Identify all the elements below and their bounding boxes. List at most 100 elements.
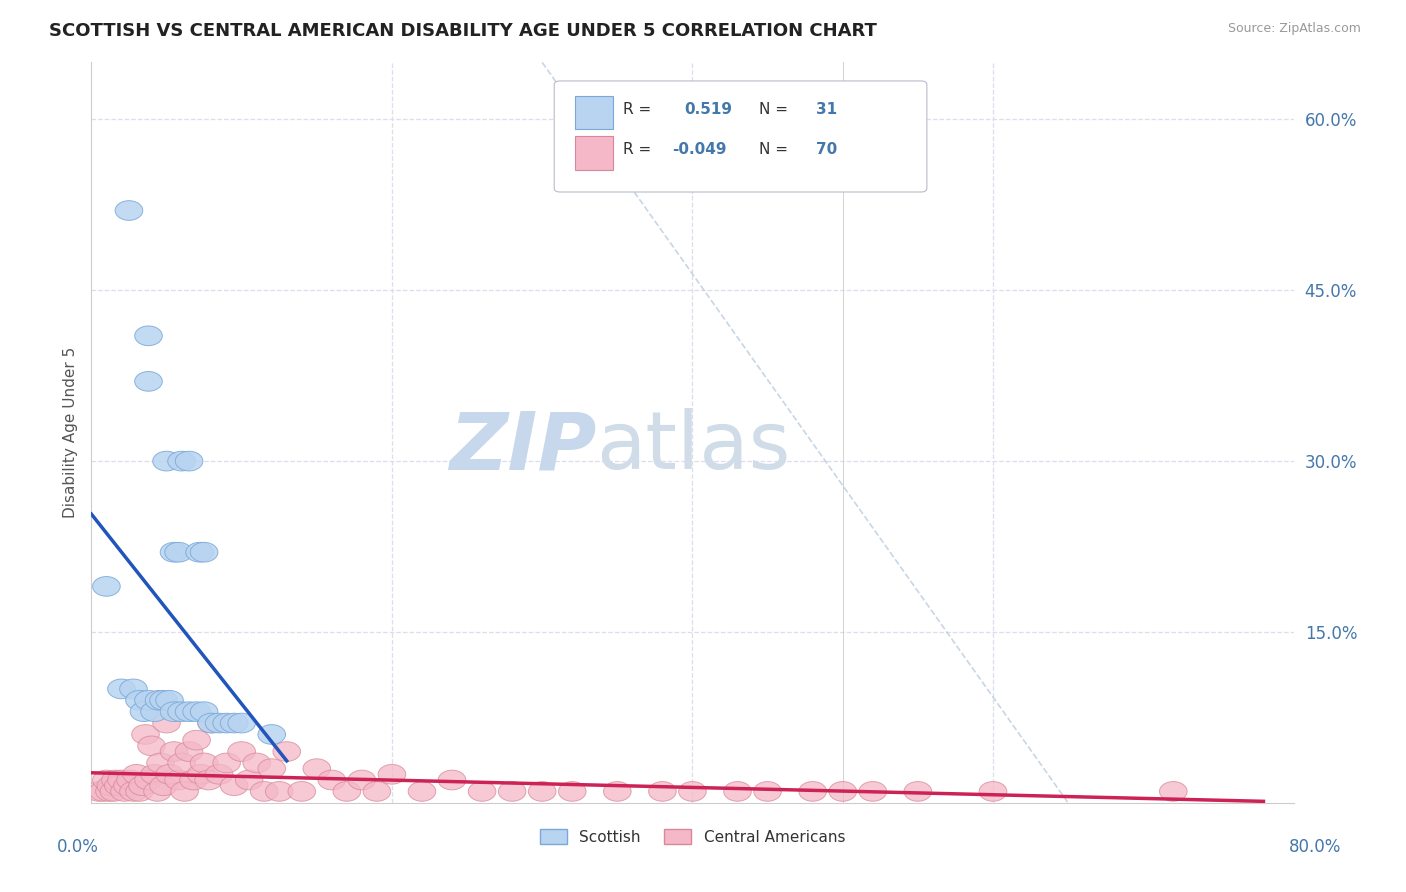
Ellipse shape — [198, 714, 225, 733]
Ellipse shape — [170, 781, 198, 801]
Text: 31: 31 — [817, 102, 838, 117]
Ellipse shape — [125, 781, 153, 801]
Ellipse shape — [141, 764, 169, 784]
Ellipse shape — [96, 781, 124, 801]
Ellipse shape — [859, 781, 887, 801]
Ellipse shape — [190, 702, 218, 722]
Ellipse shape — [205, 764, 233, 784]
Ellipse shape — [235, 770, 263, 789]
Ellipse shape — [183, 702, 211, 722]
Ellipse shape — [363, 781, 391, 801]
Ellipse shape — [257, 759, 285, 779]
Text: ZIP: ZIP — [449, 409, 596, 486]
Ellipse shape — [190, 542, 218, 562]
Ellipse shape — [498, 781, 526, 801]
Ellipse shape — [146, 753, 174, 772]
Text: atlas: atlas — [596, 409, 790, 486]
Ellipse shape — [288, 781, 315, 801]
Ellipse shape — [120, 679, 148, 698]
Ellipse shape — [153, 451, 180, 471]
Ellipse shape — [167, 451, 195, 471]
Ellipse shape — [115, 201, 143, 220]
Ellipse shape — [104, 776, 132, 796]
Ellipse shape — [160, 702, 188, 722]
Ellipse shape — [145, 690, 173, 710]
Ellipse shape — [125, 690, 153, 710]
Ellipse shape — [558, 781, 586, 801]
Ellipse shape — [228, 714, 256, 733]
Ellipse shape — [221, 776, 247, 796]
Ellipse shape — [243, 753, 270, 772]
Ellipse shape — [156, 690, 183, 710]
Text: -0.049: -0.049 — [672, 143, 727, 157]
Ellipse shape — [205, 714, 233, 733]
Ellipse shape — [648, 781, 676, 801]
Ellipse shape — [153, 714, 180, 733]
Ellipse shape — [468, 781, 496, 801]
Ellipse shape — [122, 764, 150, 784]
Ellipse shape — [679, 781, 706, 801]
Ellipse shape — [149, 690, 177, 710]
Ellipse shape — [378, 764, 406, 784]
Ellipse shape — [160, 742, 188, 762]
Ellipse shape — [165, 770, 193, 789]
Ellipse shape — [408, 781, 436, 801]
Text: SCOTTISH VS CENTRAL AMERICAN DISABILITY AGE UNDER 5 CORRELATION CHART: SCOTTISH VS CENTRAL AMERICAN DISABILITY … — [49, 22, 877, 40]
Ellipse shape — [904, 781, 932, 801]
Ellipse shape — [138, 736, 166, 756]
Ellipse shape — [117, 770, 145, 789]
Ellipse shape — [120, 781, 148, 801]
Ellipse shape — [100, 781, 128, 801]
Text: R =: R = — [623, 102, 651, 117]
Ellipse shape — [167, 753, 195, 772]
FancyBboxPatch shape — [575, 136, 613, 169]
Ellipse shape — [135, 372, 162, 392]
Ellipse shape — [212, 753, 240, 772]
Ellipse shape — [111, 781, 138, 801]
Ellipse shape — [93, 770, 121, 789]
Y-axis label: Disability Age Under 5: Disability Age Under 5 — [62, 347, 77, 518]
Ellipse shape — [190, 753, 218, 772]
Ellipse shape — [176, 451, 202, 471]
Ellipse shape — [108, 679, 135, 698]
Ellipse shape — [86, 781, 112, 801]
Text: 80.0%: 80.0% — [1288, 838, 1341, 855]
Ellipse shape — [349, 770, 375, 789]
Ellipse shape — [101, 770, 129, 789]
Ellipse shape — [333, 781, 361, 801]
Text: 0.519: 0.519 — [685, 102, 733, 117]
Ellipse shape — [141, 702, 169, 722]
Legend: Scottish, Central Americans: Scottish, Central Americans — [534, 822, 851, 851]
Ellipse shape — [180, 770, 207, 789]
Text: Source: ZipAtlas.com: Source: ZipAtlas.com — [1227, 22, 1361, 36]
Ellipse shape — [187, 764, 215, 784]
Ellipse shape — [529, 781, 555, 801]
Ellipse shape — [176, 702, 202, 722]
Ellipse shape — [143, 781, 172, 801]
Ellipse shape — [160, 542, 188, 562]
Ellipse shape — [93, 576, 121, 596]
Ellipse shape — [830, 781, 856, 801]
Ellipse shape — [149, 776, 177, 796]
FancyBboxPatch shape — [575, 95, 613, 129]
Ellipse shape — [979, 781, 1007, 801]
Ellipse shape — [198, 714, 225, 733]
Ellipse shape — [167, 702, 195, 722]
Ellipse shape — [135, 690, 162, 710]
Text: 70: 70 — [817, 143, 838, 157]
Text: 0.0%: 0.0% — [56, 838, 98, 855]
Ellipse shape — [195, 770, 222, 789]
Ellipse shape — [724, 781, 751, 801]
FancyBboxPatch shape — [554, 81, 927, 192]
Ellipse shape — [302, 759, 330, 779]
Ellipse shape — [266, 781, 292, 801]
Ellipse shape — [250, 781, 278, 801]
Ellipse shape — [228, 742, 256, 762]
Ellipse shape — [176, 742, 202, 762]
Ellipse shape — [97, 776, 125, 796]
Ellipse shape — [131, 702, 157, 722]
Ellipse shape — [754, 781, 782, 801]
Ellipse shape — [183, 731, 211, 750]
Ellipse shape — [165, 542, 193, 562]
Ellipse shape — [273, 742, 301, 762]
